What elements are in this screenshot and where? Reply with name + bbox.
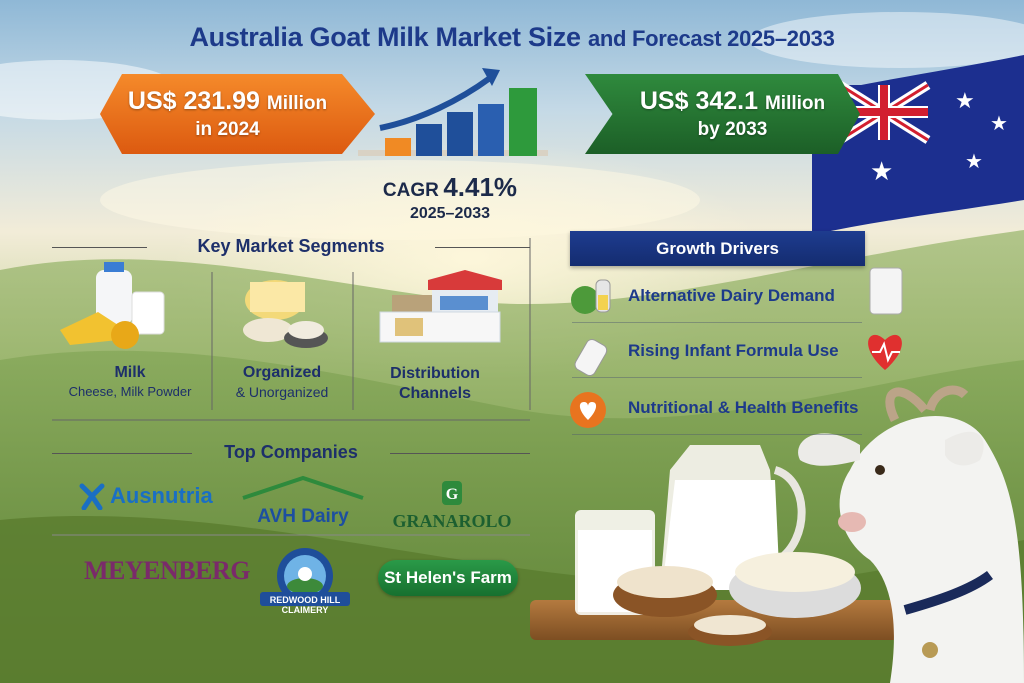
svg-text:★: ★	[990, 113, 1008, 135]
company-logo-meyenberg: MEYENBERG	[84, 556, 250, 585]
granarolo-mark-icon: G	[442, 481, 462, 505]
segment-distribution-subtitle: Channels	[398, 385, 471, 402]
segment-organized-title: Organized	[242, 364, 322, 381]
cagr-value: 4.41%	[443, 172, 518, 202]
redwood-badge-icon	[260, 548, 350, 606]
title-main: Australia Goat Milk Market Size	[189, 22, 581, 52]
market-2024-value: US$ 231.99	[127, 87, 260, 115]
company-name-ausnutria: Ausnutria	[110, 483, 213, 508]
company-name-granarolo: GRANAROLO	[392, 511, 512, 531]
svg-text:★: ★	[965, 151, 983, 173]
company-logo-avh-dairy: AVH Dairy	[238, 474, 368, 528]
market-2033-banner: US$ 342.1 Million by 2033	[585, 74, 860, 154]
company-logo-redwood-hill: REDWOOD HILL CLAIMERY	[252, 546, 358, 618]
market-2033-unit: Million	[764, 93, 826, 114]
market-2024-unit: Million	[266, 93, 328, 114]
company-logo-ausnutria: Ausnutria	[78, 482, 213, 510]
segment-organized-subtitle: & Unorganized	[235, 384, 329, 400]
driver-divider	[572, 322, 862, 323]
market-2033-period: by 2033	[697, 119, 768, 140]
svg-text:G: G	[446, 486, 459, 503]
company-name-avh-dairy: AVH Dairy	[257, 506, 349, 527]
segment-organized: Organized & Unorganized	[214, 364, 350, 400]
segment-distribution-title: Distribution	[390, 365, 480, 382]
driver-divider	[572, 434, 862, 435]
market-2033-value: US$ 342.1	[639, 87, 759, 115]
segments-heading: Key Market Segments	[52, 236, 530, 257]
company-name-st-helens-farm: St Helen's Farm	[384, 568, 512, 587]
companies-heading: Top Companies	[52, 442, 530, 463]
svg-text:★: ★	[870, 156, 893, 186]
segment-distribution: Distribution Channels	[360, 364, 510, 404]
companies-heading-text: Top Companies	[224, 442, 358, 462]
segment-milk: Milk Cheese, Milk Powder	[50, 364, 210, 399]
market-2024-period: in 2024	[195, 119, 260, 140]
segment-milk-title: Milk	[114, 364, 146, 381]
segments-heading-text: Key Market Segments	[197, 236, 385, 256]
svg-text:★: ★	[955, 88, 975, 113]
page-title: Australia Goat Milk Market Size and Fore…	[0, 22, 1024, 53]
segment-milk-subtitle: Cheese, Milk Powder	[68, 384, 192, 399]
company-logo-granarolo: G GRANAROLO	[392, 480, 512, 532]
driver-infant-formula: Rising Infant Formula Use	[628, 341, 839, 360]
cagr-block: CAGR 4.41% 2025–2033	[365, 172, 535, 223]
company-name-redwood-hill: REDWOOD HILL CLAIMERY	[269, 595, 341, 615]
company-logo-st-helens-farm: St Helen's Farm	[378, 560, 518, 596]
title-sub: and Forecast 2025–2033	[587, 26, 835, 51]
ausnutria-mark-icon	[79, 483, 105, 510]
drivers-heading-text: Growth Drivers	[656, 238, 779, 258]
driver-alternative-dairy: Alternative Dairy Demand	[628, 286, 835, 305]
driver-nutrition-health: Nutritional & Health Benefits	[628, 398, 859, 417]
drivers-heading: Growth Drivers	[570, 231, 865, 266]
cagr-period: 2025–2033	[409, 205, 491, 222]
avh-roof-icon	[242, 475, 364, 500]
driver-divider	[572, 377, 862, 378]
market-2024-banner: US$ 231.99 Million in 2024	[100, 74, 375, 154]
cagr-label: CAGR	[382, 180, 439, 201]
